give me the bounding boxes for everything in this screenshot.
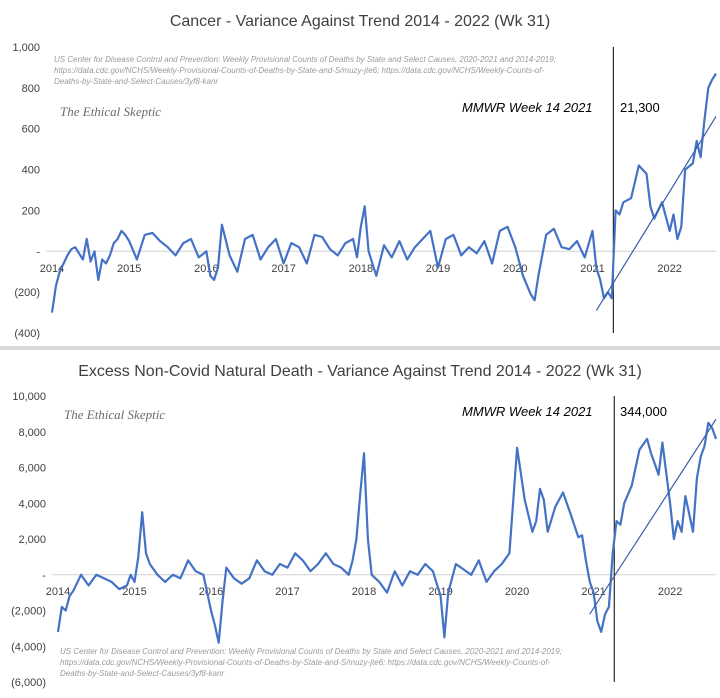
cancer-chart-title: Cancer - Variance Against Trend 2014 - 2… [170, 13, 550, 30]
cancer-annotation-value: 21,300 [620, 100, 660, 115]
noncovid-source-text: Deaths-by-State-and-Select-Causes/3yf8-k… [60, 669, 224, 678]
noncovid-x-tick-label: 2022 [658, 586, 682, 598]
cancer-x-tick-label: 2019 [426, 263, 450, 275]
cancer-chart: Cancer - Variance Against Trend 2014 - 2… [12, 13, 717, 340]
cancer-source-text: US Center for Disease Control and Preven… [54, 55, 556, 64]
non-covid-chart: Excess Non-Covid Natural Death - Varianc… [11, 363, 718, 689]
cancer-source-text: Deaths-by-State-and-Select-Causes/3yf8-k… [54, 77, 218, 86]
noncovid-series-line [56, 421, 718, 644]
cancer-y-tick-label: - [36, 246, 40, 258]
cancer-y-tick-label: 800 [22, 83, 40, 95]
cancer-x-tick-label: 2014 [40, 263, 64, 275]
noncovid-x-tick-label: 2017 [275, 586, 299, 598]
cancer-watermark: The Ethical Skeptic [60, 104, 161, 119]
cancer-x-tick-label: 2021 [580, 263, 604, 275]
cancer-source-text: https://data.cdc.gov/NCHS/Weekly-Provisi… [54, 66, 544, 75]
cancer-y-tick-label: (400) [14, 328, 40, 340]
noncovid-annotation-label: MMWR Week 14 2021 [462, 404, 593, 419]
cancer-x-tick-label: 2022 [657, 263, 681, 275]
non-covid-chart-panel: Excess Non-Covid Natural Death - Varianc… [0, 350, 720, 698]
cancer-series-line [50, 73, 717, 313]
cancer-x-tick-label: 2017 [271, 263, 295, 275]
noncovid-source-text: https://data.cdc.gov/NCHS/Weekly-Provisi… [60, 658, 550, 667]
cancer-x-tick-label: 2015 [117, 263, 141, 275]
cancer-y-tick-label: 600 [22, 124, 40, 136]
noncovid-y-tick-label: 8,000 [18, 427, 46, 439]
cancer-y-tick-label: 400 [22, 165, 40, 177]
noncovid-x-tick-label: 2019 [428, 586, 452, 598]
noncovid-y-tick-label: (2,000) [11, 606, 46, 618]
noncovid-x-tick-label: 2014 [46, 586, 70, 598]
noncovid-x-tick-label: 2020 [505, 586, 529, 598]
noncovid-y-tick-label: (6,000) [11, 677, 46, 689]
noncovid-watermark: The Ethical Skeptic [64, 407, 165, 422]
noncovid-source-text: US Center for Disease Control and Preven… [60, 647, 562, 656]
noncovid-chart-title: Excess Non-Covid Natural Death - Varianc… [78, 363, 642, 380]
noncovid-trendline [589, 418, 717, 615]
cancer-y-tick-label: 1,000 [12, 42, 40, 54]
panel-divider [0, 346, 720, 350]
cancer-annotation-label: MMWR Week 14 2021 [462, 100, 593, 115]
noncovid-y-tick-label: 4,000 [18, 498, 46, 510]
noncovid-y-tick-label: 6,000 [18, 463, 46, 475]
noncovid-x-tick-label: 2016 [199, 586, 223, 598]
cancer-x-tick-label: 2016 [194, 263, 218, 275]
cancer-y-tick-label: (200) [14, 287, 40, 299]
cancer-x-tick-label: 2018 [349, 263, 373, 275]
cancer-y-tick-label: 200 [22, 205, 40, 217]
noncovid-y-tick-label: 10,000 [12, 391, 46, 403]
noncovid-y-tick-label: (4,000) [11, 641, 46, 653]
cancer-trendline [595, 116, 717, 311]
noncovid-y-tick-label: 2,000 [18, 534, 46, 546]
noncovid-x-tick-label: 2018 [352, 586, 376, 598]
cancer-x-tick-label: 2020 [503, 263, 527, 275]
noncovid-annotation-value: 344,000 [620, 404, 667, 419]
noncovid-y-tick-label: - [42, 570, 46, 582]
noncovid-x-tick-label: 2015 [122, 586, 146, 598]
cancer-chart-panel: Cancer - Variance Against Trend 2014 - 2… [0, 0, 720, 346]
